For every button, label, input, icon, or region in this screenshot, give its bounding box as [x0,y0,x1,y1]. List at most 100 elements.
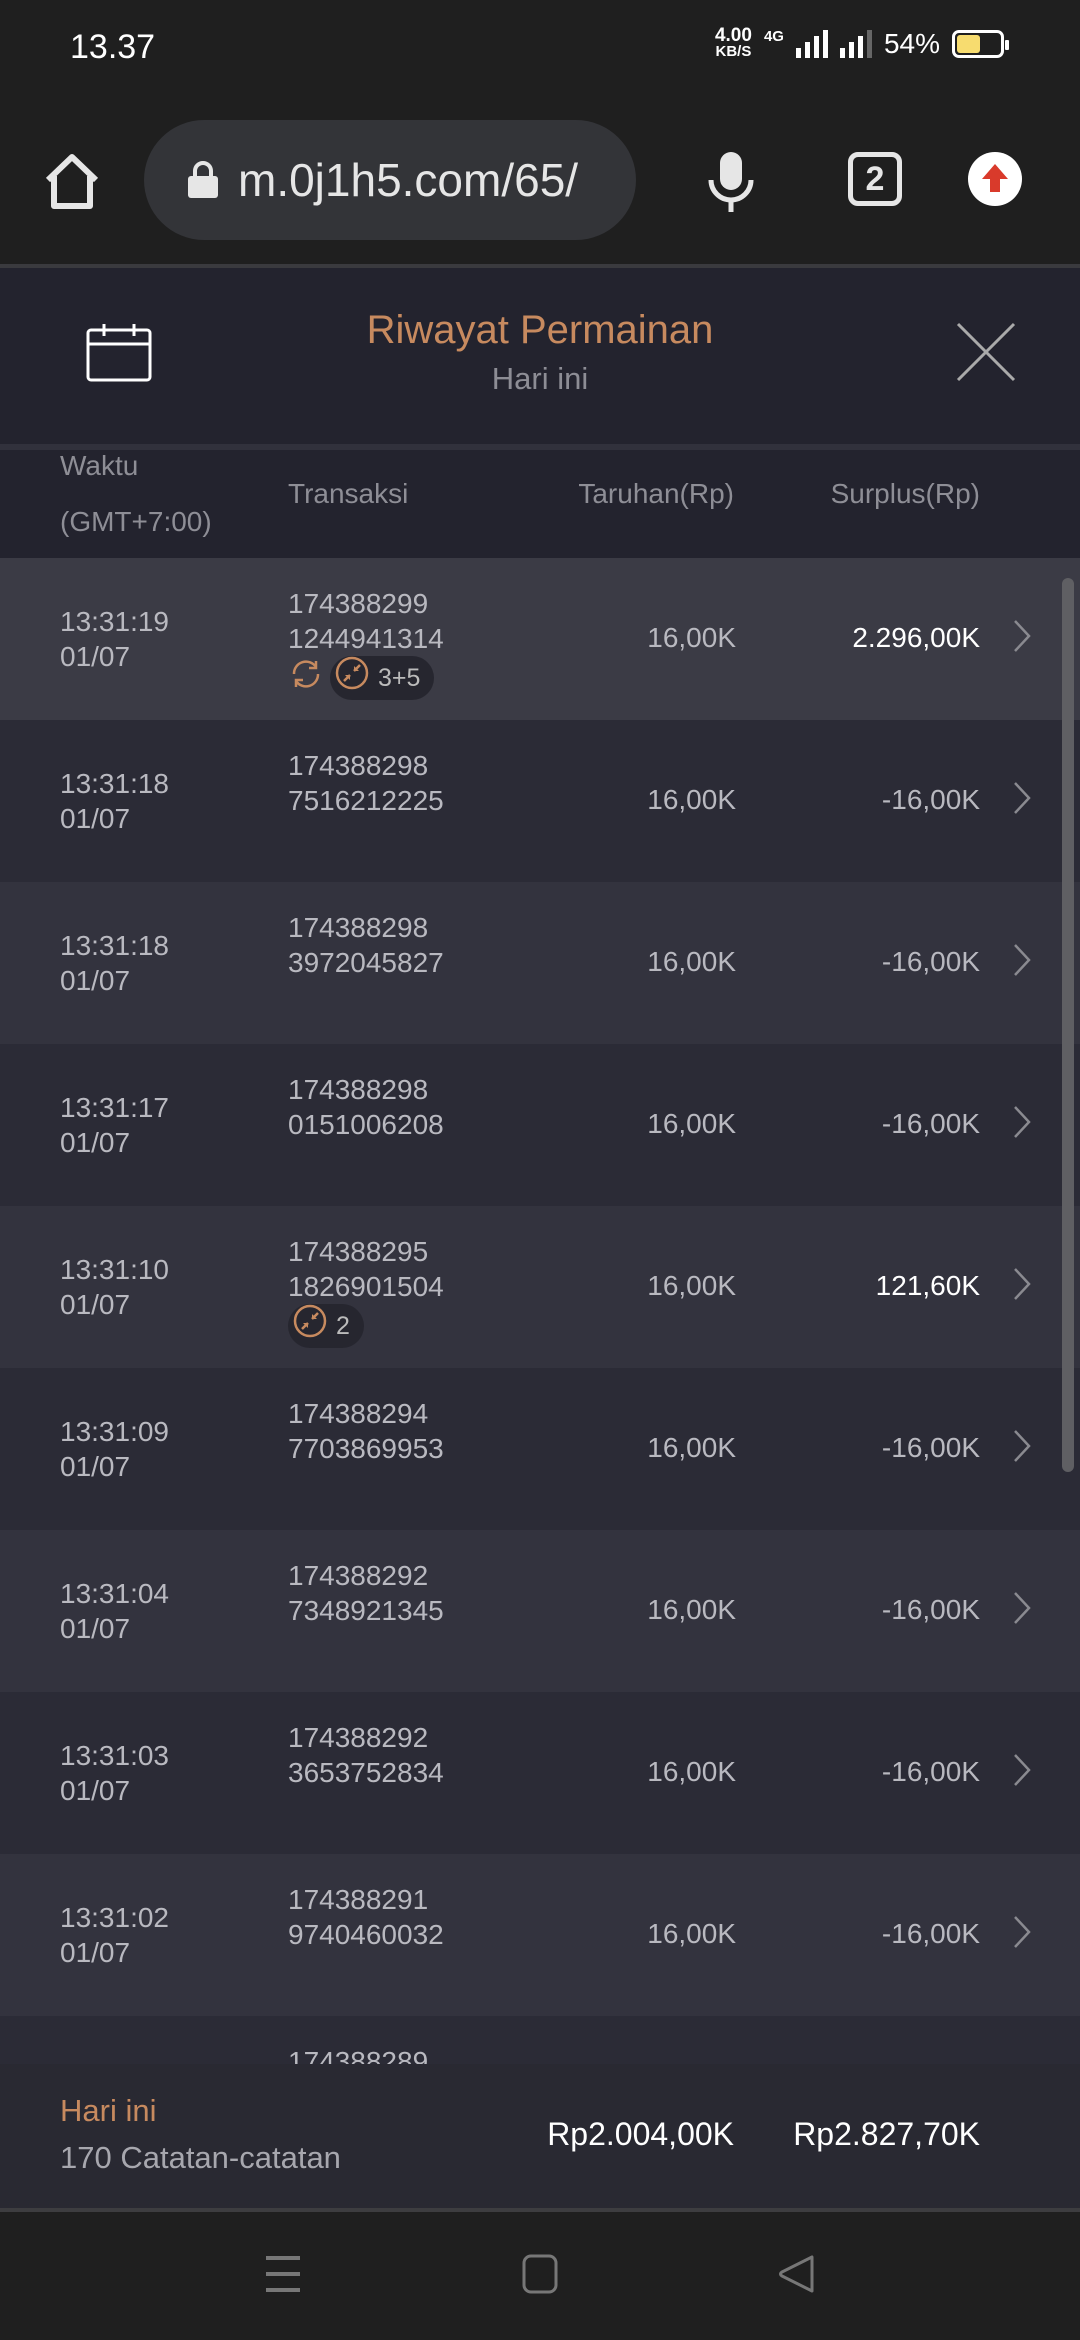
row-transaction: 174388292 3653752834 [288,1720,444,1790]
table-row[interactable]: 13:31:10 01/07 174388295 1826901504 2 16,00K 1… [0,1206,1080,1368]
signal-icon [795,30,828,58]
row-date: 01/07 [60,1775,131,1806]
row-transaction: 174388298 7516212225 [288,748,444,818]
row-datetime: 13:31:02 01/07 [60,1900,169,1970]
free-spin-icon [292,1303,328,1349]
row-bet: 16,00K [647,946,736,977]
row-surplus: -16,00K [881,946,980,977]
transaction-id-part1: 174388298 [288,912,429,943]
home-icon[interactable] [42,152,102,217]
row-bet: 16,00K [647,784,736,815]
home-button-icon[interactable] [522,2254,558,2299]
row-surplus: -16,00K [881,1108,980,1139]
col-bet: Taruhan(Rp) [578,478,734,509]
row-time: 13:31:19 [60,606,169,637]
address-bar[interactable]: m.0j1h5.com/65/ [144,120,636,240]
row-datetime: 13:31:04 01/07 [60,1576,169,1646]
row-bet: 16,00K [647,1756,736,1787]
chevron-right-icon [1012,1266,1032,1309]
table-row[interactable]: 13:31:09 01/07 174388294 7703869953 16,00K -1… [0,1368,1080,1530]
feature-badge: 2 [288,1304,364,1348]
signal-icon-2 [839,30,872,58]
row-bet: 16,00K [647,1108,736,1139]
row-time: 13:31:09 [60,1416,169,1447]
row-bet: 16,00K [647,1270,736,1301]
divider [0,2208,1080,2212]
row-date: 01/07 [60,803,131,834]
status-bar: 13.37 4.00 KB/S 4G 54% [0,0,1080,100]
row-datetime: 13:31:03 01/07 [60,1738,169,1808]
row-surplus: 2.296,00K [852,622,980,653]
row-transaction: 174388299 1244941314 3+5 [288,586,444,700]
row-time: 13:31:10 [60,1254,169,1285]
chevron-right-icon [1012,1104,1032,1147]
recent-apps-icon[interactable] [264,2254,302,2299]
chevron-right-icon [1012,942,1032,985]
row-date: 01/07 [60,1937,131,1968]
page-header: Riwayat Permainan Hari ini [0,268,1080,444]
table-row[interactable]: 13:31:04 01/07 174388292 7348921345 16,00K -1… [0,1530,1080,1692]
row-bet: 16,00K [647,1432,736,1463]
chevron-right-icon [1012,1590,1032,1633]
feature-count: 2 [336,1311,350,1340]
row-datetime: 13:31:09 01/07 [60,1414,169,1484]
table-row[interactable]: 13:31:19 01/07 174388299 1244941314 3+5 16,00… [0,558,1080,720]
chevron-right-icon [1012,1428,1032,1471]
transaction-id-part2: 7703869953 [288,1433,444,1464]
row-transaction: 174388298 0151006208 [288,1072,444,1142]
col-timezone: (GMT+7:00) [60,506,212,537]
row-badges: 3+5 [288,656,444,700]
transaction-id-part1: 174388291 [288,1884,429,1915]
update-icon[interactable] [968,152,1022,206]
browser-toolbar: m.0j1h5.com/65/ 2 [0,100,1080,264]
transaction-id-part2: 1826901504 [288,1271,444,1302]
respin-icon [288,656,324,700]
clock: 13.37 [70,28,156,66]
transaction-id-part1: 174388299 [288,588,429,619]
table-row[interactable]: 13:31:18 01/07 174388298 3972045827 16,00K -1… [0,882,1080,1044]
row-time: 13:31:02 [60,1902,169,1933]
date-filter[interactable]: Hari ini [491,361,589,396]
battery-percent: 54% [883,28,940,59]
row-datetime: 13:31:17 01/07 [60,1090,169,1160]
microphone-icon[interactable] [706,150,756,219]
network-type: 4G [763,28,784,45]
row-transaction: 174388289 [288,2044,428,2064]
table-row[interactable]: 13:31:03 01/07 174388292 3653752834 16,00K -1… [0,1692,1080,1854]
row-datetime: 13:31:18 01/07 [60,766,169,836]
summary-footer: Hari ini 170 Catatan-catatan Rp2.004,00K… [0,2064,1080,2208]
battery-icon [952,30,1009,58]
row-transaction: 174388298 3972045827 [288,910,444,980]
col-surplus: Surplus(Rp) [830,478,980,509]
row-transaction: 174388294 7703869953 [288,1396,444,1466]
system-nav-bar [0,2212,1080,2340]
row-datetime: 13:31:19 01/07 [60,604,169,674]
transaction-id-part1: 174388289 [288,2046,429,2064]
transaction-id-part1: 174388298 [288,750,429,781]
chevron-right-icon [1012,1914,1032,1957]
row-bet: 16,00K [647,1594,736,1625]
chevron-right-icon [1012,780,1032,823]
calendar-icon[interactable] [86,322,152,387]
tab-switcher-button[interactable]: 2 [848,152,902,206]
row-time: 13:31:17 [60,1092,169,1123]
close-icon[interactable] [956,322,1016,387]
divider [0,264,1080,268]
network-speed: 4.00 KB/S [714,25,752,60]
table-row[interactable]: 13:31:18 01/07 174388298 7516212225 16,00K -1… [0,720,1080,882]
page-title: Riwayat Permainan [366,308,714,352]
scrollbar[interactable] [1062,578,1074,1472]
table-row[interactable]: 174388289 [0,2016,1080,2064]
transaction-id-part1: 174388292 [288,1722,429,1753]
row-bet: 16,00K [647,1918,736,1949]
back-icon[interactable] [778,2254,816,2299]
transaction-id-part2: 1244941314 [288,623,444,654]
transaction-id-part2: 3653752834 [288,1757,444,1788]
table-header: Waktu (GMT+7:00) Transaksi Taruhan(Rp) S… [0,450,1080,558]
row-date: 01/07 [60,641,131,672]
row-surplus: 121,60K [875,1270,980,1301]
table-row[interactable]: 13:31:17 01/07 174388298 0151006208 16,00K -1… [0,1044,1080,1206]
transaction-id-part2: 9740460032 [288,1919,444,1950]
row-transaction: 174388292 7348921345 [288,1558,444,1628]
table-row[interactable]: 13:31:02 01/07 174388291 9740460032 16,00K -1… [0,1854,1080,2016]
